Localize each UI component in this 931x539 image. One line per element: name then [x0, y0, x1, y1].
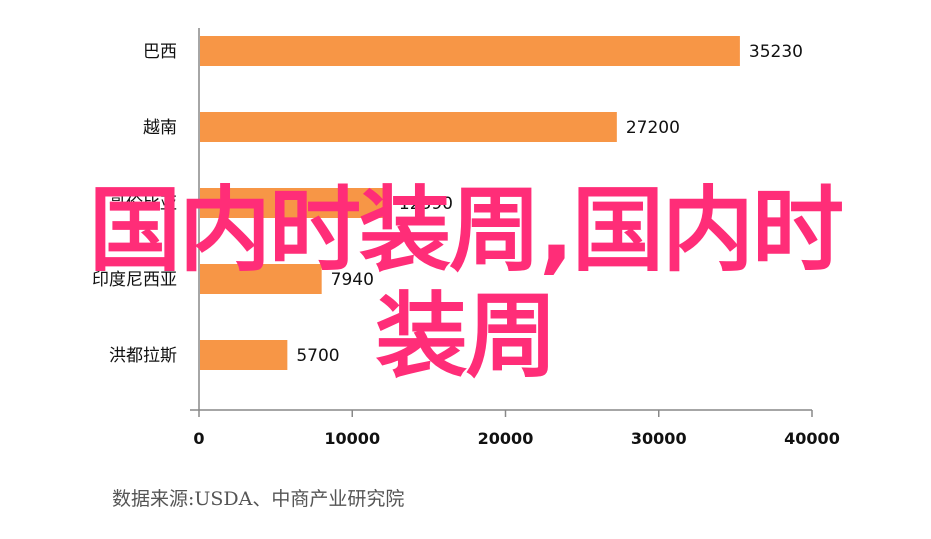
category-label-2: 哥伦比亚 — [109, 194, 177, 214]
category-label-1: 越南 — [143, 118, 177, 138]
value-label-4: 5700 — [296, 346, 339, 366]
x-tick-label-2: 20000 — [478, 429, 534, 448]
value-label-3: 7940 — [331, 270, 374, 290]
overlay-title-line-1: 国内时装周,国内时 — [89, 177, 844, 284]
bar-4 — [200, 340, 288, 370]
value-label-0: 35230 — [749, 42, 803, 62]
bar-1 — [200, 112, 617, 142]
category-label-0: 巴西 — [143, 42, 177, 62]
x-tick-label-0: 0 — [193, 429, 204, 448]
x-tick-label-1: 10000 — [324, 429, 380, 448]
bar-3 — [200, 264, 322, 294]
category-label-4: 洪都拉斯 — [109, 346, 177, 366]
x-tick-label-4: 40000 — [784, 429, 840, 448]
bar-2 — [200, 188, 390, 218]
value-label-2: 12390 — [399, 194, 453, 214]
source-note: 数据来源:USDA、中商产业研究院 — [112, 488, 405, 510]
x-tick-label-3: 30000 — [631, 429, 687, 448]
bar-0 — [200, 36, 740, 66]
category-label-3: 印度尼西亚 — [92, 270, 177, 290]
value-label-1: 27200 — [626, 118, 680, 138]
overlay-title-line-2: 装周 — [375, 283, 557, 390]
